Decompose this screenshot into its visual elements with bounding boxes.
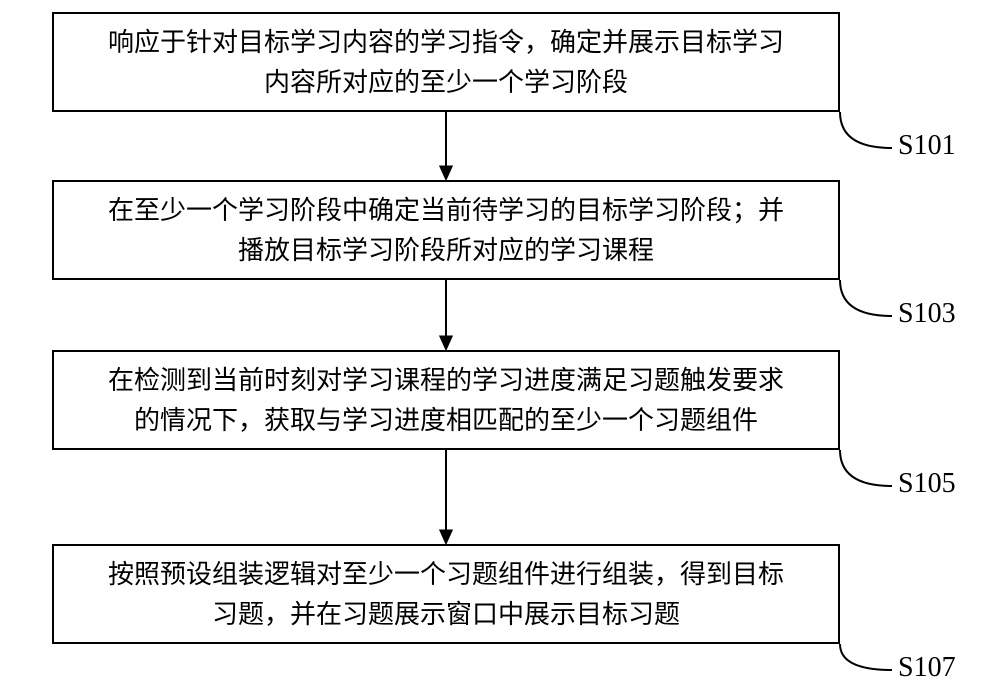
- flow-node: 在至少一个学习阶段中确定当前待学习的目标学习阶段；并播放目标学习阶段所对应的学习…: [52, 180, 840, 280]
- step-label: S107: [898, 652, 956, 684]
- flow-node-text: 响应于针对目标学习内容的学习指令，确定并展示目标学习内容所对应的至少一个学习阶段: [108, 22, 784, 103]
- flow-node: 按照预设组装逻辑对至少一个习题组件进行组装，得到目标习题，并在习题展示窗口中展示…: [52, 544, 840, 644]
- flow-node-text: 在检测到当前时刻对学习课程的学习进度满足习题触发要求的情况下，获取与学习进度相匹…: [108, 360, 784, 441]
- callout-curve: [840, 644, 892, 670]
- flow-node-text: 按照预设组装逻辑对至少一个习题组件进行组装，得到目标习题，并在习题展示窗口中展示…: [108, 554, 784, 635]
- flowchart-canvas: 响应于针对目标学习内容的学习指令，确定并展示目标学习内容所对应的至少一个学习阶段…: [0, 0, 1000, 678]
- flow-node: 响应于针对目标学习内容的学习指令，确定并展示目标学习内容所对应的至少一个学习阶段: [52, 12, 840, 112]
- edge: [440, 112, 453, 180]
- step-label: S101: [898, 130, 956, 162]
- flow-node-text: 在至少一个学习阶段中确定当前待学习的目标学习阶段；并播放目标学习阶段所对应的学习…: [108, 190, 784, 271]
- callout-curve: [840, 280, 892, 316]
- edge: [440, 450, 453, 544]
- callout-curve: [840, 450, 892, 486]
- flow-node: 在检测到当前时刻对学习课程的学习进度满足习题触发要求的情况下，获取与学习进度相匹…: [52, 350, 840, 450]
- edge: [440, 280, 453, 350]
- step-label: S105: [898, 468, 956, 500]
- callout-curve: [840, 112, 892, 148]
- step-label: S103: [898, 298, 956, 330]
